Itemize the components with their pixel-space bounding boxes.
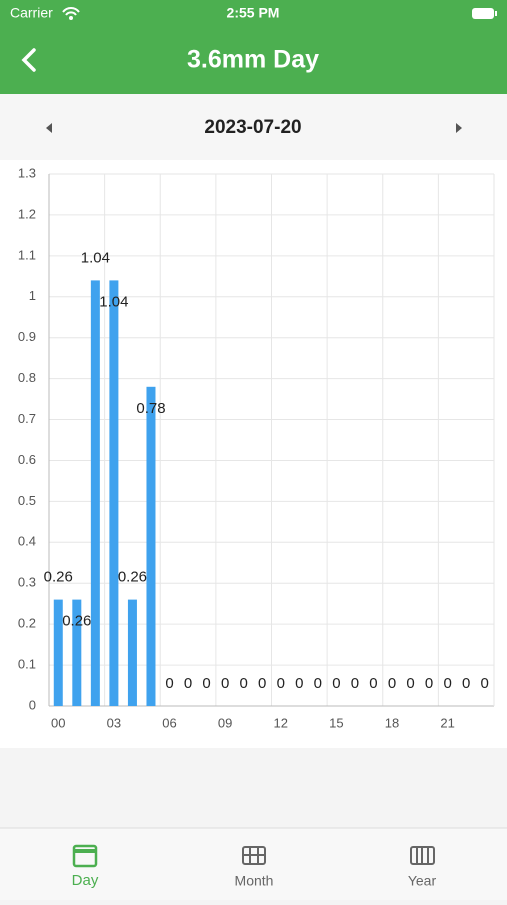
y-tick-label: 1 bbox=[29, 288, 36, 303]
value-label: 0.26 bbox=[118, 569, 147, 586]
y-tick-label: 0.4 bbox=[18, 534, 36, 549]
value-label: 0 bbox=[351, 675, 359, 692]
y-tick-label: 0.1 bbox=[18, 657, 36, 672]
x-tick-label: 15 bbox=[329, 715, 343, 730]
battery bbox=[472, 8, 494, 19]
x-tick-label: 06 bbox=[162, 715, 176, 730]
month-icon bbox=[242, 846, 266, 865]
x-tick-label: 18 bbox=[385, 715, 399, 730]
clock: 2:55 PM bbox=[227, 5, 280, 21]
x-tick-label: 09 bbox=[218, 715, 232, 730]
tab-year[interactable]: Year bbox=[408, 873, 437, 889]
value-label: 0 bbox=[481, 675, 489, 692]
day-icon bbox=[72, 844, 98, 868]
back-button[interactable] bbox=[21, 48, 36, 72]
battery-tip bbox=[495, 11, 497, 16]
next-date[interactable] bbox=[456, 123, 462, 133]
value-label: 0.26 bbox=[44, 569, 73, 586]
y-tick-label: 0 bbox=[29, 697, 36, 712]
x-tick-label: 03 bbox=[107, 715, 121, 730]
x-tick-label: 21 bbox=[440, 715, 454, 730]
carrier: Carrier bbox=[10, 5, 53, 21]
value-label: 0.78 bbox=[136, 400, 165, 417]
value-label: 0 bbox=[406, 675, 414, 692]
prev-date[interactable] bbox=[46, 123, 52, 133]
value-label: 0 bbox=[314, 675, 322, 692]
value-label: 0 bbox=[184, 675, 192, 692]
header-bg bbox=[0, 0, 507, 94]
y-tick-label: 0.2 bbox=[18, 616, 36, 631]
bar bbox=[146, 386, 156, 706]
x-tick-label: 12 bbox=[274, 715, 288, 730]
value-label: 0 bbox=[369, 675, 377, 692]
x-tick-label: 00 bbox=[51, 715, 65, 730]
date-bar bbox=[0, 94, 507, 160]
y-tick-label: 0.9 bbox=[18, 329, 36, 344]
bar bbox=[109, 280, 119, 706]
value-label: 0 bbox=[295, 675, 303, 692]
y-tick-label: 0.5 bbox=[18, 493, 36, 508]
wifi-dot bbox=[69, 16, 73, 20]
value-label: 0 bbox=[332, 675, 340, 692]
value-label: 0 bbox=[221, 675, 229, 692]
value-label: 0 bbox=[202, 675, 210, 692]
y-tick-label: 0.6 bbox=[18, 452, 36, 467]
page-title: 3.6mm Day bbox=[187, 46, 319, 74]
tab-month[interactable]: Month bbox=[235, 873, 274, 889]
date: 2023-07-20 bbox=[204, 117, 301, 138]
bar bbox=[90, 280, 100, 706]
value-label: 0 bbox=[240, 675, 248, 692]
value-label: 1.04 bbox=[99, 293, 128, 310]
value-label: 0.26 bbox=[62, 613, 91, 630]
chart-bg bbox=[0, 160, 507, 748]
y-tick-label: 1.1 bbox=[18, 247, 36, 262]
value-label: 0 bbox=[425, 675, 433, 692]
year-icon bbox=[410, 846, 435, 865]
y-tick-label: 1.3 bbox=[18, 165, 36, 180]
value-label: 0 bbox=[258, 675, 266, 692]
tab-day[interactable]: Day bbox=[72, 872, 99, 889]
value-label: 0 bbox=[165, 675, 173, 692]
y-tick-label: 0.8 bbox=[18, 370, 36, 385]
value-label: 1.04 bbox=[81, 249, 110, 266]
y-tick-label: 0.7 bbox=[18, 411, 36, 426]
value-label: 0 bbox=[277, 675, 285, 692]
bar bbox=[127, 599, 137, 706]
value-label: 0 bbox=[388, 675, 396, 692]
y-tick-label: 1.2 bbox=[18, 206, 36, 221]
wifi-icon bbox=[62, 7, 80, 16]
value-label: 0 bbox=[462, 675, 470, 692]
y-tick-label: 0.3 bbox=[18, 575, 36, 590]
value-label: 0 bbox=[443, 675, 451, 692]
bar bbox=[53, 599, 63, 706]
bar bbox=[72, 599, 82, 706]
chart: 00.10.20.30.40.50.60.70.80.911.11.21.300… bbox=[18, 165, 495, 730]
